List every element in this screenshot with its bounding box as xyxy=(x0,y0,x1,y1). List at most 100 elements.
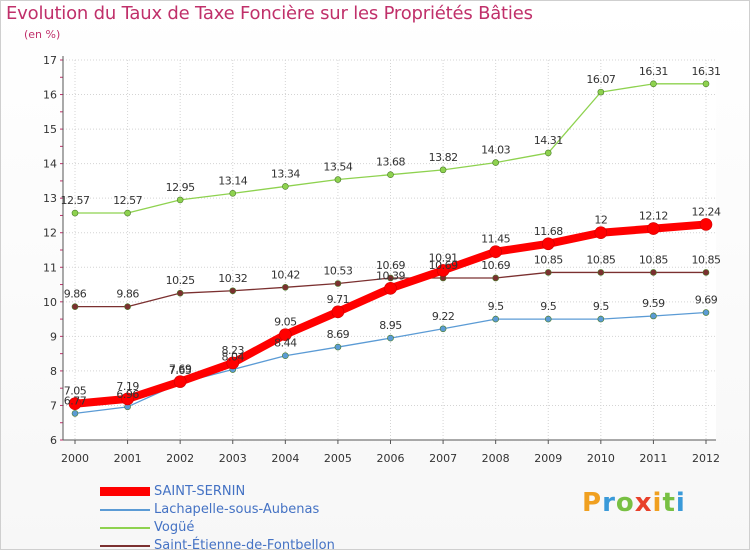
data-point xyxy=(387,171,394,178)
data-point xyxy=(702,80,710,88)
y-tick-label: 10 xyxy=(43,296,57,309)
y-tick-label: 7 xyxy=(50,399,57,412)
data-point xyxy=(597,315,605,323)
data-point xyxy=(702,309,710,316)
x-tick-label: 2011 xyxy=(639,452,667,465)
legend-swatch xyxy=(100,487,150,496)
logo-letter: P xyxy=(582,488,603,518)
data-label: 9.5 xyxy=(593,300,609,313)
x-tick-label: 2005 xyxy=(324,452,352,465)
data-point xyxy=(124,209,131,217)
data-point xyxy=(71,303,79,310)
data-label: 10.91 xyxy=(429,251,458,264)
data-point xyxy=(544,149,552,157)
data-point xyxy=(489,245,502,259)
data-label: 10.32 xyxy=(218,272,247,285)
data-point xyxy=(71,410,79,417)
data-point xyxy=(226,356,240,370)
x-tick-label: 2004 xyxy=(271,452,299,465)
data-point xyxy=(334,176,342,183)
data-point xyxy=(594,226,608,240)
data-label: 10.53 xyxy=(323,265,352,278)
logo-letter: i xyxy=(652,488,663,518)
y-tick-label: 6 xyxy=(50,434,57,447)
data-label: 10.42 xyxy=(271,268,300,281)
data-label: 9.59 xyxy=(642,297,665,310)
x-tick-label: 2010 xyxy=(587,452,615,465)
data-point xyxy=(229,190,237,197)
proxiti-logo: Proxiti xyxy=(582,488,686,518)
data-label: 10.69 xyxy=(429,259,458,272)
x-tick-label: 2001 xyxy=(114,452,142,465)
data-point xyxy=(544,315,552,323)
data-label: 7.05 xyxy=(64,385,87,398)
data-label: 6.96 xyxy=(116,388,139,401)
data-point xyxy=(282,352,289,360)
data-point xyxy=(176,289,184,297)
data-point xyxy=(334,343,342,351)
y-tick-label: 8 xyxy=(50,365,57,378)
y-tick-label: 15 xyxy=(43,123,57,136)
data-point xyxy=(279,328,292,341)
legend-swatch xyxy=(100,509,150,511)
data-point xyxy=(650,80,657,88)
data-label: 8.69 xyxy=(327,328,350,341)
data-point xyxy=(650,269,657,276)
x-tick-label: 2012 xyxy=(692,452,720,465)
data-point xyxy=(282,284,289,291)
data-point xyxy=(439,325,447,333)
data-label: 9.86 xyxy=(64,288,87,301)
data-point xyxy=(384,282,397,295)
legend-label: Saint-Étienne-de-Fontbellon xyxy=(154,538,335,553)
data-label: 11.68 xyxy=(534,225,563,238)
data-point xyxy=(650,312,657,320)
data-label: 16.31 xyxy=(692,65,721,78)
data-label: 10.85 xyxy=(534,253,563,266)
data-point xyxy=(121,392,134,406)
data-label: 10.85 xyxy=(639,253,668,266)
data-point xyxy=(597,88,605,96)
data-point xyxy=(647,222,660,235)
data-label: 9.05 xyxy=(274,316,297,329)
data-label: 12.57 xyxy=(113,194,142,207)
legend-swatch xyxy=(100,527,150,529)
y-tick-label: 11 xyxy=(43,261,57,274)
data-point xyxy=(71,209,79,217)
data-label: 14.31 xyxy=(534,134,563,147)
data-label: 13.54 xyxy=(323,161,352,174)
chart-unit: (en %) xyxy=(24,28,61,41)
data-label: 13.14 xyxy=(218,174,247,187)
data-point xyxy=(387,334,394,342)
x-tick-label: 2007 xyxy=(429,452,457,465)
logo-letter: r xyxy=(602,488,616,518)
data-point xyxy=(173,375,187,388)
data-point xyxy=(334,280,342,287)
data-label: 13.82 xyxy=(429,151,458,164)
data-label: 9.5 xyxy=(488,300,504,313)
y-tick-label: 12 xyxy=(43,227,57,240)
logo-letter: t xyxy=(662,488,676,518)
data-label: 8.23 xyxy=(222,344,245,357)
data-label: 10.39 xyxy=(376,269,405,282)
data-point xyxy=(387,274,394,282)
y-tick-label: 14 xyxy=(43,158,57,171)
data-point xyxy=(436,264,450,277)
data-label: 16.31 xyxy=(639,65,668,78)
data-point xyxy=(176,196,184,204)
data-label: 9.69 xyxy=(695,294,718,307)
data-point xyxy=(331,305,345,319)
data-point xyxy=(699,218,713,231)
data-point xyxy=(439,166,447,174)
data-label: 12 xyxy=(594,214,607,227)
data-label: 10.69 xyxy=(481,259,510,272)
data-label: 10.69 xyxy=(376,259,405,272)
data-label: 13.68 xyxy=(376,156,405,169)
chart-title: Evolution du Taux de Taxe Foncière sur l… xyxy=(6,3,533,24)
legend-label: Vogüé xyxy=(154,520,195,535)
data-label: 14.03 xyxy=(481,144,510,157)
data-label: 8.04 xyxy=(222,351,245,364)
data-point xyxy=(492,315,499,323)
data-label: 12.24 xyxy=(692,205,721,218)
data-label: 13.34 xyxy=(271,167,300,180)
